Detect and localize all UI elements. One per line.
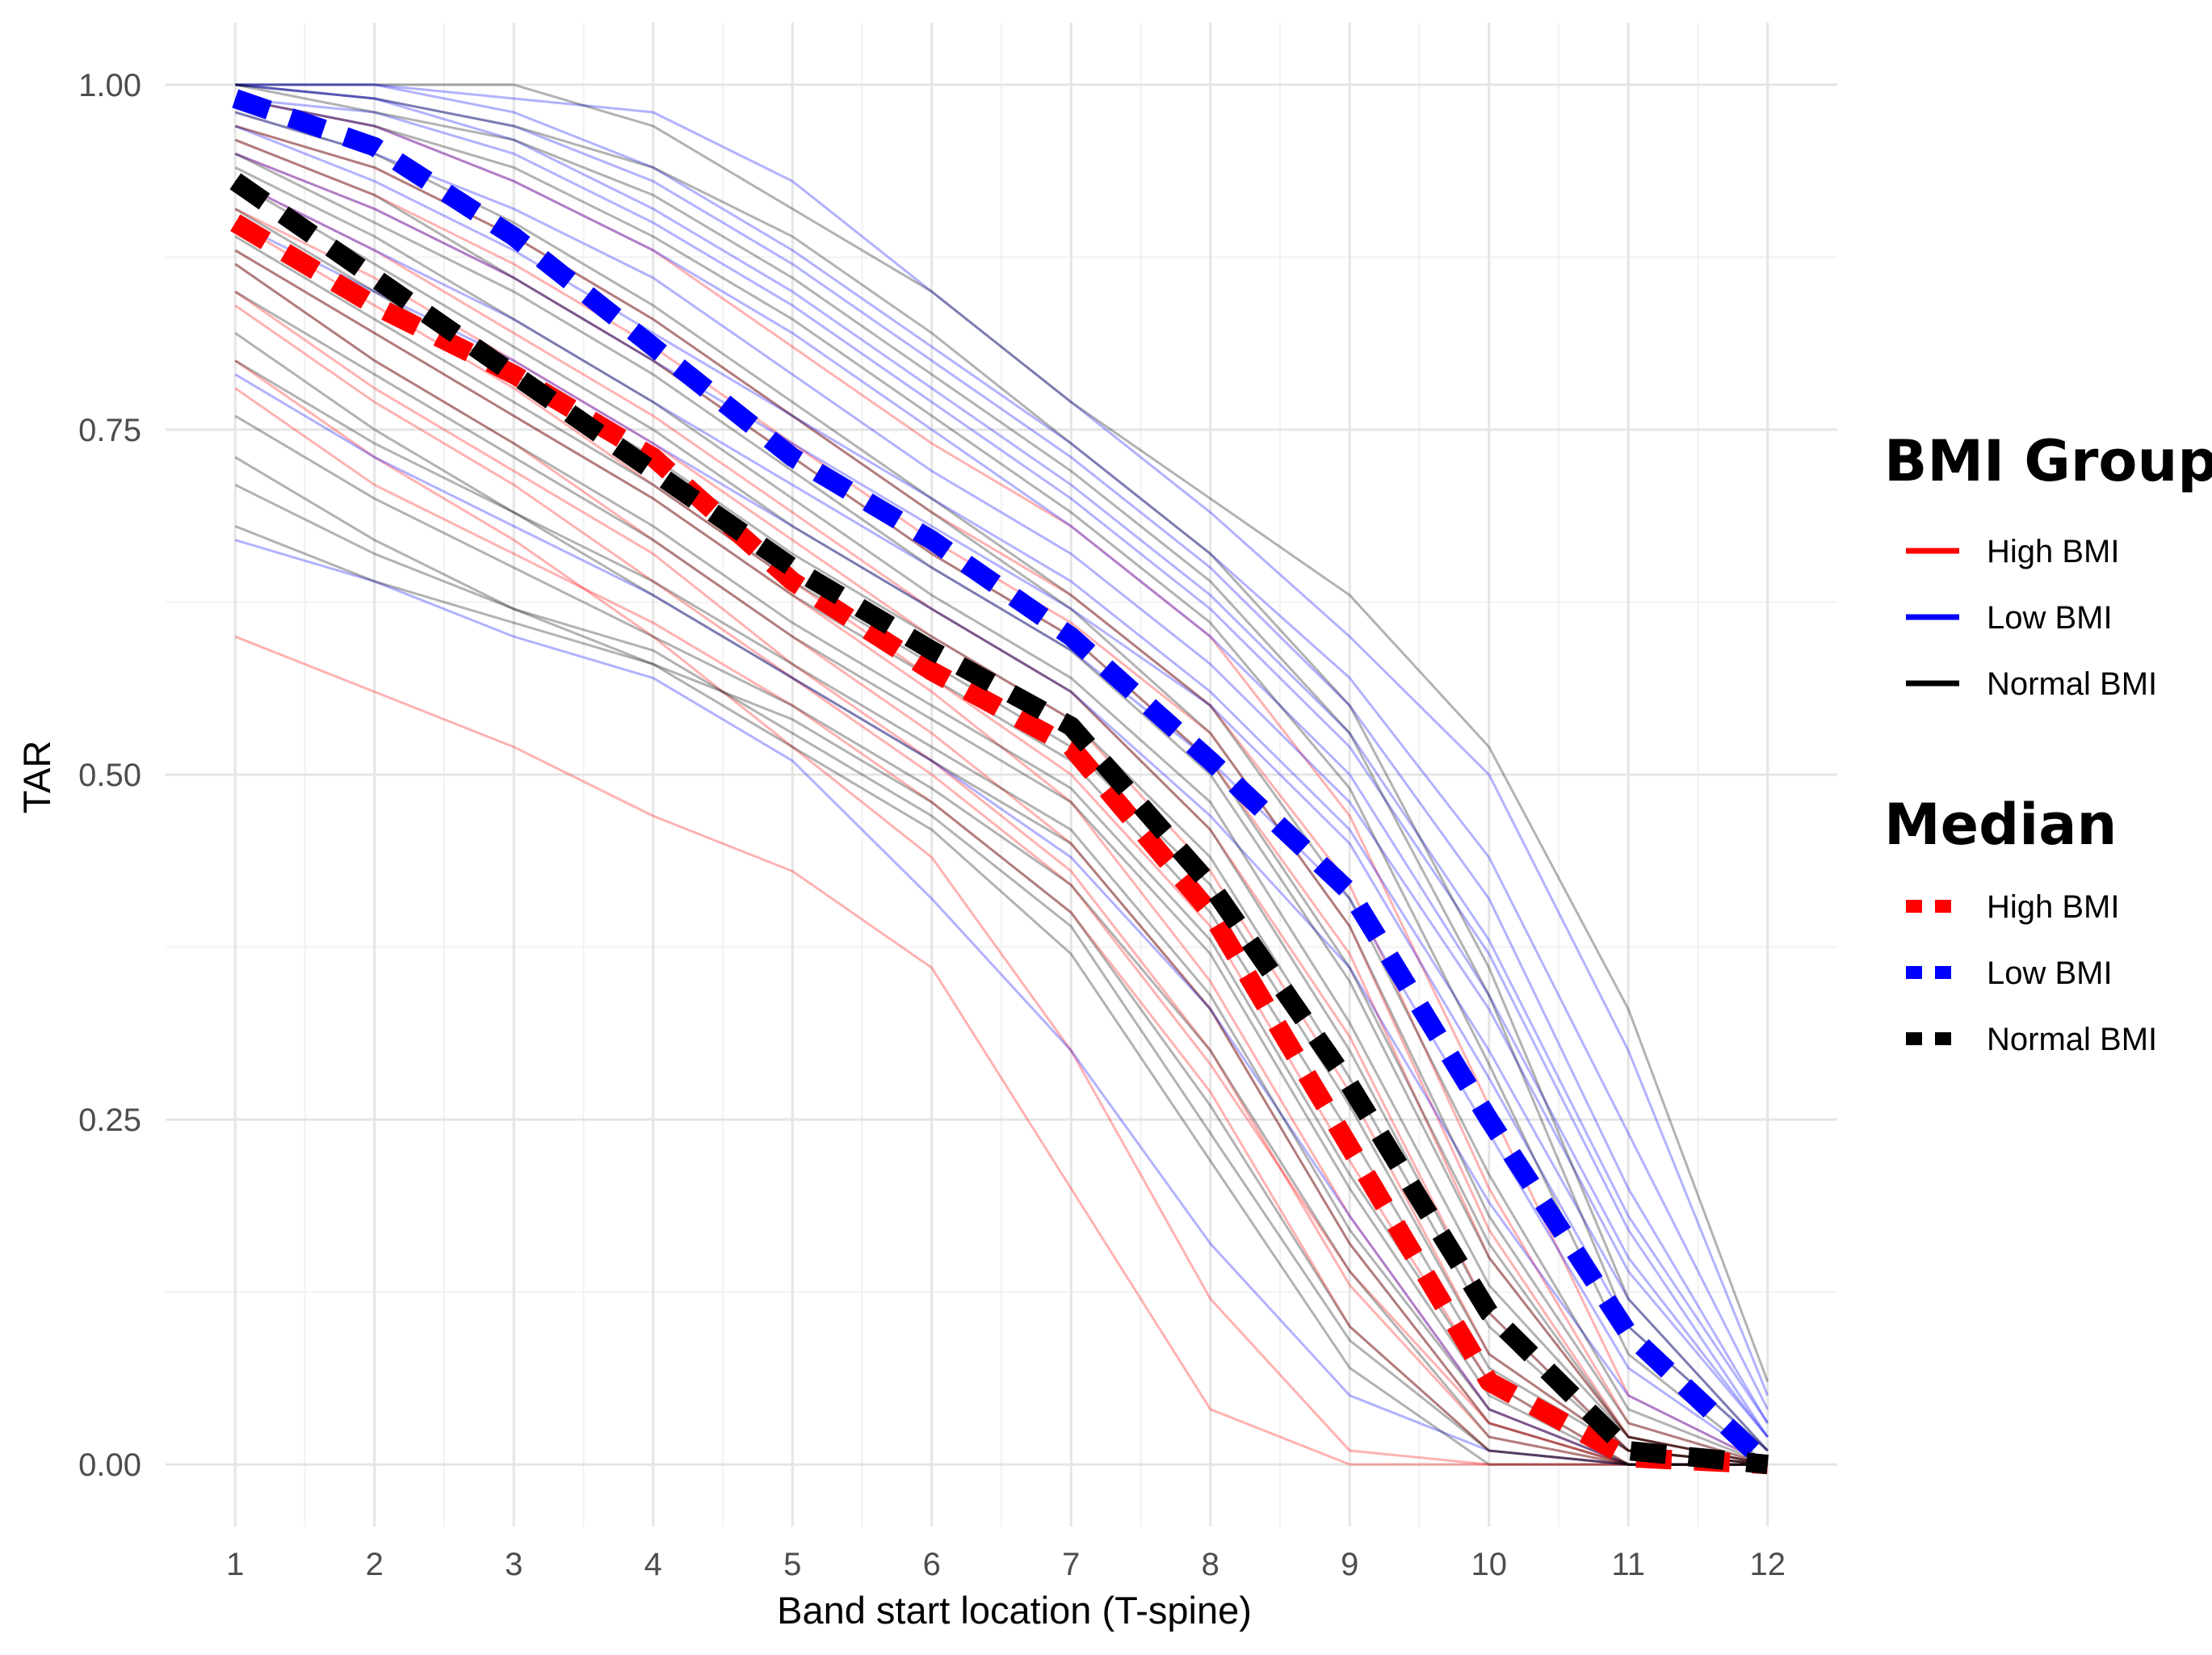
y-tick-label: 0.25 [78,1103,141,1138]
series-line-normal-40 [235,97,1769,1466]
series-line-low-18 [234,111,1769,1438]
legend-bmi-group: BMI Group High BMI Low BMI Normal BMI [1884,428,2212,702]
legend-median: Median High BMI Low BMI Normal BMI [1884,792,2157,1057]
legend-label-low: Low BMI [1987,600,2113,636]
x-tick-label: 8 [1202,1547,1219,1582]
legend-title: Median [1884,792,2117,858]
series-line-low-16 [234,373,1768,1466]
series-line-low-21 [235,97,1769,1438]
y-tick-label: 1.00 [78,68,141,103]
series-line-high-9 [234,263,1768,1466]
legend-title: BMI Group [1884,428,2212,494]
x-tick-label: 7 [1062,1547,1080,1582]
series-line-normal-46 [234,152,1769,1466]
y-tick-label: 0.75 [78,413,141,448]
series-line-low-22 [234,124,1769,1452]
legend-label-low: Low BMI [1987,956,2113,991]
legend-label-high: High BMI [1987,889,2120,925]
median-lines [229,89,1775,1475]
series-line-normal-31 [234,332,1768,1466]
series-line-normal-48 [234,483,1768,1466]
legend-label-normal: Normal BMI [1987,1022,2157,1057]
y-tick-label: 0.50 [78,758,141,793]
series-line-normal-43 [234,359,1768,1466]
series-line-normal-39 [235,83,1769,1383]
series-line-high-11 [234,387,1768,1466]
series-line-normal-28 [234,525,1768,1466]
series-line-normal-33 [234,249,1768,1466]
series-line-low-26 [235,83,1769,1410]
series-line-low-19 [235,83,1769,1424]
series-line-high-12 [234,138,1769,1466]
grid [166,23,1837,1527]
x-tick-label: 5 [783,1547,801,1582]
legend-label-normal: Normal BMI [1987,666,2157,702]
x-axis-title: Band start location (T-spine) [777,1589,1252,1632]
legend-label-high: High BMI [1987,534,2120,569]
series-line-normal-30 [234,414,1768,1466]
series-line-low-17 [234,152,1769,1452]
series-line-high-8 [234,124,1769,1466]
series-line-normal-38 [235,83,1769,1452]
series-line-high-7 [234,152,1769,1466]
series-line-normal-32 [234,290,1768,1466]
series-line-low-20 [235,83,1769,1397]
y-tick-label: 0.00 [78,1447,141,1483]
series-line-normal-36 [234,138,1769,1466]
series-line-high-1 [234,635,1768,1466]
x-tick-label: 4 [644,1547,662,1582]
series-line-normal-29 [234,456,1768,1466]
series-line-normal-44 [234,124,1769,1466]
median-line-low [232,89,1775,1472]
series-line-high-2 [234,359,1768,1466]
x-tick-label: 2 [366,1547,384,1582]
x-tick-label: 3 [505,1547,523,1582]
series-line-low-25 [235,97,1769,1438]
series-line-low-23 [235,83,1769,1424]
x-axis-ticks: 1 2 3 4 5 6 7 8 9 10 11 12 [226,1547,1786,1582]
y-axis-title: TAR [15,741,58,814]
x-tick-label: 6 [923,1547,941,1582]
x-tick-label: 1 [226,1547,244,1582]
x-tick-label: 12 [1750,1547,1786,1582]
series-line-normal-45 [234,235,1768,1466]
series-line-normal-35 [234,166,1769,1466]
x-tick-label: 9 [1341,1547,1358,1582]
x-tick-label: 11 [1611,1547,1645,1582]
series-line-normal-37 [234,111,1769,1466]
x-tick-label: 10 [1471,1547,1508,1582]
series-line-high-13 [234,304,1768,1466]
series-line-high-4 [234,249,1768,1466]
series-line-normal-47 [235,83,1769,1452]
series-line-low-15 [234,539,1768,1466]
median-line-normal [229,173,1769,1475]
y-axis-ticks: 0.00 0.25 0.50 0.75 1.00 [78,68,141,1483]
series-line-high-3 [234,290,1768,1466]
